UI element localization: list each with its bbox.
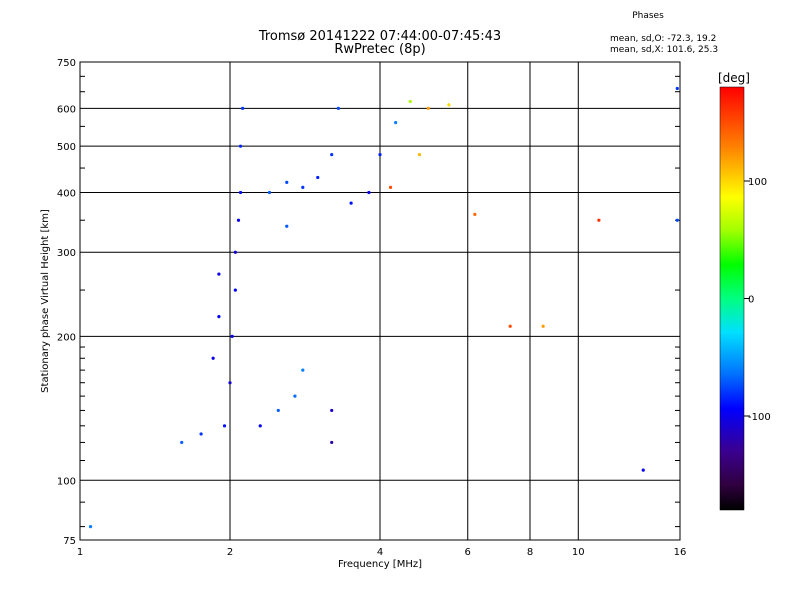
axis-ticks (80, 75, 680, 528)
colorbar-label: [deg] (718, 71, 750, 85)
data-point (349, 201, 353, 205)
data-point (597, 218, 601, 222)
data-point (316, 175, 320, 180)
x-tick-label: 1 (77, 547, 83, 558)
data-point (267, 190, 272, 195)
data-point (641, 468, 645, 472)
data-point (228, 381, 232, 385)
data-point (330, 153, 334, 157)
data-point (238, 144, 243, 148)
data-point (447, 103, 451, 107)
data-point (293, 394, 297, 398)
y-tick-label: 75 (63, 536, 76, 547)
chart-subtitle: RwPretec (8p) (334, 42, 425, 57)
data-point (236, 218, 241, 222)
x-tick-labels: 1 2 4 6 8 10 16 (77, 547, 687, 558)
data-point (217, 315, 221, 319)
colorbar-tick-label: 100 (748, 177, 767, 188)
data-point (336, 106, 340, 110)
data-point (233, 250, 237, 254)
info-heading: Phases (632, 11, 664, 21)
data-point (211, 356, 215, 360)
chart-title: Tromsø 20141222 07:44:00-07:45:43 (258, 29, 501, 44)
colorbar-tick-label: 0 (748, 295, 754, 306)
data-point (508, 324, 512, 328)
data-point (675, 218, 679, 222)
data-point (301, 185, 305, 189)
data-point (301, 368, 305, 372)
data-point (473, 212, 477, 216)
data-point (378, 153, 382, 157)
y-tick-label: 200 (57, 332, 76, 343)
plot-area: 1 2 4 6 8 10 16 75 100 200 300 400 500 600 750 (57, 58, 686, 558)
data-point (541, 324, 545, 328)
y-tick-label: 750 (57, 58, 76, 69)
data-point (199, 432, 203, 436)
x-axis-label: Frequency [MHz] (338, 559, 422, 570)
data-point (426, 106, 430, 110)
data-point (258, 424, 262, 428)
data-point (285, 180, 289, 184)
x-tick-label: 4 (377, 547, 383, 558)
data-point (276, 408, 280, 413)
x-tick-label: 16 (674, 547, 687, 558)
y-tick-labels: 75 100 200 300 400 500 600 750 (57, 58, 76, 547)
data-point (394, 121, 398, 125)
data-point (330, 408, 334, 413)
colorbar (719, 86, 745, 511)
x-tick-label: 6 (465, 547, 471, 558)
x-tick-label: 10 (572, 547, 585, 558)
data-point (241, 106, 245, 110)
data-point (388, 185, 393, 189)
data-point (230, 334, 234, 338)
y-tick-label: 600 (57, 104, 76, 115)
data-point (217, 272, 221, 276)
y-axis-label: Stationary phase Virtual Height [km] (40, 209, 51, 393)
data-point (88, 525, 93, 529)
y-tick-label: 400 (57, 188, 76, 199)
scatter-points (88, 86, 679, 529)
data-point (285, 224, 289, 228)
data-point (222, 424, 227, 428)
data-point (233, 288, 237, 292)
y-tick-label: 500 (57, 142, 76, 153)
colorbar-ticks: 100 0 -100 (744, 177, 771, 423)
info-line-o: mean, sd,O: -72.3, 19.2 (610, 34, 716, 44)
y-tick-label: 300 (57, 248, 76, 259)
data-point (675, 86, 679, 91)
x-tick-label: 2 (227, 547, 233, 558)
y-tick-label: 100 (57, 476, 76, 487)
data-point (330, 440, 334, 445)
grid-lines (80, 62, 680, 540)
x-tick-label: 8 (527, 547, 533, 558)
data-point (238, 190, 243, 195)
data-point (180, 440, 184, 445)
info-line-x: mean, sd,X: 101.6, 25.3 (610, 45, 718, 55)
data-point (367, 190, 371, 195)
data-point (417, 153, 422, 157)
data-point (408, 99, 412, 104)
colorbar-tick-label: -100 (748, 412, 771, 423)
